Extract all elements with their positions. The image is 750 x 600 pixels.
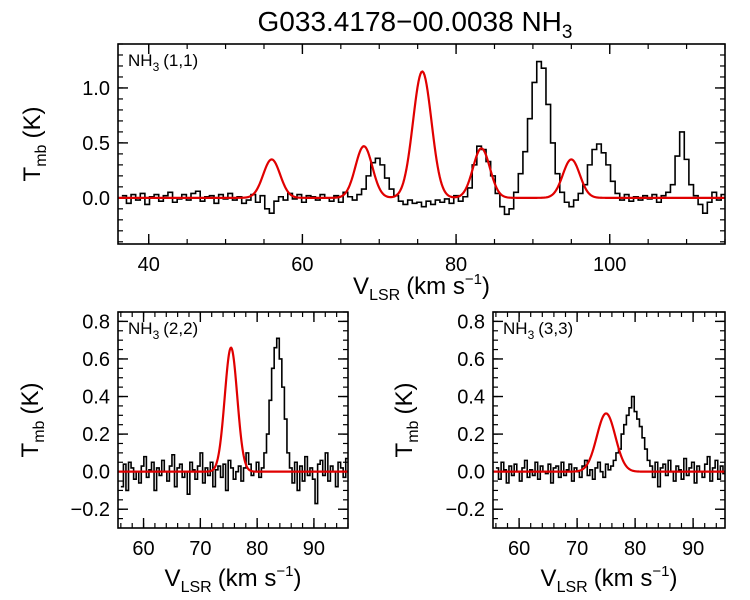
y-tick-label: 0.0 bbox=[457, 462, 485, 484]
x-axis-label-superscript: −1 bbox=[652, 563, 669, 580]
x-axis-label-close: ) bbox=[669, 565, 677, 592]
model-fit-line bbox=[118, 346, 348, 473]
x-tick-label: 90 bbox=[682, 538, 704, 560]
y-tick-label: 0.5 bbox=[82, 133, 110, 155]
panel-label-subscript: 3 bbox=[153, 60, 160, 74]
x-axis-label-unit: (km s bbox=[594, 565, 653, 592]
x-axis-label: VLSR (km s−1) bbox=[353, 271, 490, 304]
figure-title-subscript: 3 bbox=[562, 22, 573, 43]
y-tick-label: 1.0 bbox=[82, 78, 110, 100]
y-axis-label-main: T bbox=[17, 442, 44, 457]
x-axis-label-unit: (km s bbox=[218, 565, 277, 592]
panel-label-transition: (1,1) bbox=[163, 51, 198, 70]
x-axis-label-subscript: LSR bbox=[369, 287, 400, 304]
y-axis-label: Tmb (K) bbox=[17, 383, 48, 458]
x-tick-label: 60 bbox=[291, 254, 313, 276]
y-tick-label: 0.0 bbox=[82, 462, 110, 484]
panel-label-molecule: NH bbox=[128, 319, 153, 338]
y-tick-label: 0.8 bbox=[457, 311, 485, 333]
panel-label-molecule: NH bbox=[128, 51, 153, 70]
x-tick-label: 70 bbox=[566, 538, 588, 560]
figure-title: G033.4178−00.0038 NH3 bbox=[258, 6, 573, 43]
y-tick-label: 0.2 bbox=[457, 424, 485, 446]
y-tick-label: 0.6 bbox=[457, 349, 485, 371]
y-tick-label: −0.2 bbox=[446, 499, 485, 521]
y-axis-label: Tmb (K) bbox=[19, 107, 50, 182]
x-axis-label-main: V bbox=[353, 273, 369, 300]
y-axis-label-subscript: mb bbox=[31, 420, 48, 442]
spectrum-panel-bottom-left: 60 70 80 90 −0.2 0.0 0.2 0.4 0.6 0.8 NH3 (2,2) VLSR (… bbox=[17, 311, 349, 596]
x-axis-label-superscript: −1 bbox=[276, 563, 293, 580]
plot-frame bbox=[492, 311, 726, 529]
y-axis-label-subscript: mb bbox=[33, 144, 50, 166]
y-axis-label-unit: (K) bbox=[391, 383, 418, 415]
x-axis-label-close: ) bbox=[293, 565, 301, 592]
x-tick-label: 80 bbox=[246, 538, 268, 560]
x-tick-label: 80 bbox=[445, 254, 467, 276]
spectrum-panel-top: 40 60 80 100 0.0 0.5 1.0 NH3 (1,1) VLSR (km s−1) Tm… bbox=[19, 43, 726, 304]
y-tick-label: −0.2 bbox=[71, 499, 110, 521]
model-fit-line bbox=[493, 412, 725, 473]
x-axis-label-subscript: LSR bbox=[181, 579, 212, 596]
y-axis-label-unit: (K) bbox=[17, 383, 44, 415]
x-axis-label-close: ) bbox=[482, 273, 490, 300]
plot-frame bbox=[117, 43, 726, 245]
y-axis-label-unit: (K) bbox=[19, 107, 46, 139]
x-axis-label-main: V bbox=[541, 565, 557, 592]
x-tick-label: 90 bbox=[303, 538, 325, 560]
panel-label-subscript: 3 bbox=[153, 328, 160, 342]
x-tick-label: 60 bbox=[508, 538, 530, 560]
plot-frame bbox=[117, 311, 349, 529]
panel-label-transition: (2,2) bbox=[163, 319, 198, 338]
x-axis-label: VLSR (km s−1) bbox=[541, 563, 678, 596]
y-tick-label: 0.0 bbox=[82, 188, 110, 210]
x-tick-label: 60 bbox=[132, 538, 154, 560]
y-tick-label: 0.4 bbox=[82, 387, 110, 409]
x-tick-label: 40 bbox=[138, 254, 160, 276]
x-axis-label-superscript: −1 bbox=[465, 271, 482, 288]
x-axis-label: VLSR (km s−1) bbox=[165, 563, 302, 596]
y-axis-label-main: T bbox=[391, 442, 418, 457]
x-tick-label: 100 bbox=[593, 254, 626, 276]
y-tick-label: 0.6 bbox=[82, 349, 110, 371]
panel-label: NH3 (3,3) bbox=[503, 319, 573, 342]
panel-label-molecule: NH bbox=[503, 319, 528, 338]
figure-title-text: G033.4178−00.0038 NH bbox=[258, 6, 562, 37]
observed-spectrum-line bbox=[120, 337, 348, 505]
y-axis-label: Tmb (K) bbox=[391, 383, 422, 458]
y-tick-label: 0.4 bbox=[457, 387, 485, 409]
panel-label: NH3 (2,2) bbox=[128, 319, 198, 342]
observed-spectrum-line bbox=[495, 395, 725, 488]
panel-label-transition: (3,3) bbox=[538, 319, 573, 338]
x-axis-label-main: V bbox=[165, 565, 181, 592]
x-axis-label-subscript: LSR bbox=[557, 579, 588, 596]
y-tick-label: 0.2 bbox=[82, 424, 110, 446]
panel-label: NH3 (1,1) bbox=[128, 51, 198, 74]
y-tick-label: 0.8 bbox=[82, 311, 110, 333]
spectrum-panel-bottom-right: 60 70 80 90 −0.2 0.0 0.2 0.4 0.6 0.8 NH3 (3,3) VLSR (… bbox=[391, 311, 726, 596]
y-axis-label-main: T bbox=[19, 166, 46, 181]
model-fit-line bbox=[118, 70, 725, 199]
x-tick-label: 80 bbox=[624, 538, 646, 560]
observed-spectrum-line bbox=[121, 60, 725, 216]
panel-label-subscript: 3 bbox=[528, 328, 535, 342]
y-axis-label-subscript: mb bbox=[405, 420, 422, 442]
x-axis-label-unit: (km s bbox=[406, 273, 465, 300]
x-tick-label: 70 bbox=[189, 538, 211, 560]
